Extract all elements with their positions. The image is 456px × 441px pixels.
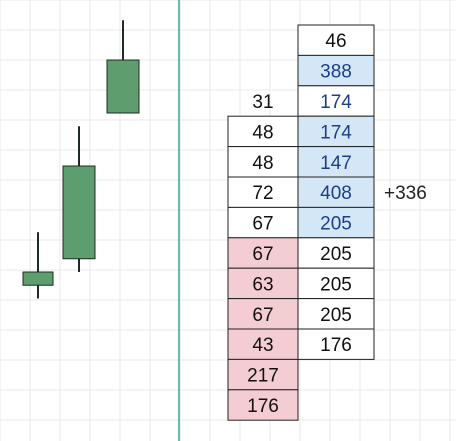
ask-volume-label: 205 (320, 214, 352, 235)
ask-cell (297, 24, 375, 56)
bid-cell (227, 176, 299, 208)
candle-body (22, 271, 54, 286)
ask-volume-label: 176 (320, 335, 352, 356)
candle-body (62, 165, 96, 260)
bid-volume-label: 67 (252, 214, 273, 235)
bid-volume-label: 217 (247, 366, 279, 387)
bid-volume-label: 48 (252, 153, 273, 174)
ask-cell (297, 237, 375, 269)
ask-cell (297, 267, 375, 300)
bid-volume-label: 63 (252, 274, 273, 295)
ask-volume-label: 174 (320, 92, 352, 113)
ask-volume-label: 205 (320, 244, 352, 265)
ask-volume-label: 388 (320, 62, 352, 83)
ask-volume-label: 147 (320, 153, 352, 174)
ask-cell (297, 115, 375, 148)
bid-volume-label: 72 (252, 183, 273, 204)
ask-volume-label: 205 (320, 305, 352, 326)
ask-volume-label: 205 (320, 274, 352, 295)
ask-volume-label: 408 (320, 183, 352, 204)
bid-volume-label: 67 (252, 305, 273, 326)
footprint-ladder: 46 388 31 174 48 174 48 147 72 408 67 205 67 205 63 205… (227, 24, 375, 421)
ask-cell (297, 146, 375, 178)
bid-volume-label: 67 (252, 244, 273, 265)
bid-cell (227, 389, 299, 421)
ask-cell (297, 328, 375, 360)
ask-cell (297, 298, 375, 330)
ask-cell (297, 54, 375, 87)
ask-cell (297, 176, 375, 208)
ask-volume-label: 46 (325, 31, 346, 52)
bid-volume-label: 31 (252, 92, 273, 113)
bid-volume-label: 176 (247, 396, 279, 417)
imbalance-label: +336 (384, 183, 427, 204)
candlestick-group (22, 20, 140, 299)
ask-cell (297, 206, 375, 239)
candle-body (106, 59, 140, 114)
bid-volume-label: 43 (252, 335, 273, 356)
bid-volume-label: 48 (252, 122, 273, 143)
bid-cell (227, 206, 299, 239)
ask-volume-label: 174 (320, 122, 352, 143)
